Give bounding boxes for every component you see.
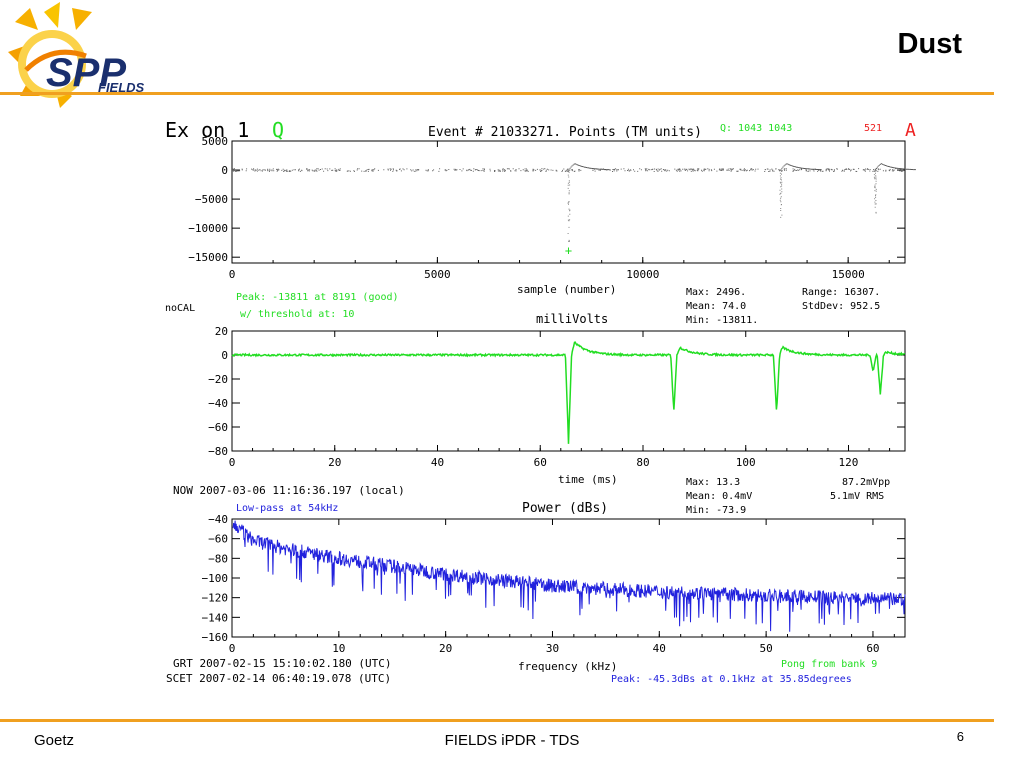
spike-recovery xyxy=(780,163,822,171)
y-tick-label: −120 xyxy=(202,592,229,605)
power-spectrum-trace xyxy=(232,520,906,632)
power-label: Power (dBs) xyxy=(522,501,608,516)
grt-label: GRT 2007-02-15 15:10:02.180 (UTC) xyxy=(173,657,392,670)
x-tick-label: 30 xyxy=(546,642,559,655)
logo-text: SPP xyxy=(46,51,126,95)
x-tick-label: 120 xyxy=(839,456,859,469)
pong-label: Pong from bank 9 xyxy=(781,659,877,670)
spike-recovery xyxy=(568,163,610,171)
plot3-xlabel: frequency (kHz) xyxy=(518,660,617,673)
y-tick-label: 5000 xyxy=(202,135,229,148)
p2-rms: 5.1mV RMS xyxy=(830,491,884,502)
footer-title: FIELDS iPDR - TDS xyxy=(444,732,580,749)
plot1-xlabel: sample (number) xyxy=(517,283,616,296)
peak-marker: + xyxy=(565,243,572,257)
page-number: 6 xyxy=(956,729,964,744)
y-tick-label: −5000 xyxy=(195,193,228,206)
p2-min: Min: -73.9 xyxy=(686,505,746,516)
y-tick-label: −40 xyxy=(208,397,228,410)
sun-burst-icon xyxy=(8,2,92,108)
nocal-label: noCAL xyxy=(165,303,195,314)
threshold-label: w/ threshold at: 10 xyxy=(240,309,354,320)
y-tick-label: −100 xyxy=(202,572,229,585)
p2-mean: Mean: 0.4mV xyxy=(686,491,752,502)
spike-samples xyxy=(779,169,783,218)
millivolts-plot: 0 20 40 60 80 100 120 20 0 −20 −40 −60 −80 xyxy=(208,325,906,469)
spp-fields-logo: SPP FIELDS xyxy=(8,2,145,108)
x-tick-label: 40 xyxy=(653,642,666,655)
y-tick-label: −140 xyxy=(202,611,229,624)
x-tick-label: 20 xyxy=(439,642,452,655)
p1-mean: Mean: 74.0 xyxy=(686,301,746,312)
p1-max: Max: 2496. xyxy=(686,287,746,298)
p2-max: Max: 13.3 xyxy=(686,477,740,488)
footer-divider xyxy=(0,719,994,722)
spike-samples xyxy=(567,169,571,242)
p1-stddev: StdDev: 952.5 xyxy=(802,301,880,312)
p1-range: Range: 16307. xyxy=(802,287,880,298)
x-tick-label: 0 xyxy=(229,268,236,281)
y-tick-label: 20 xyxy=(215,325,228,338)
y-tick-label: −80 xyxy=(208,552,228,565)
x-tick-label: 0 xyxy=(229,456,236,469)
x-tick-label: 80 xyxy=(636,456,649,469)
y-tick-label: −160 xyxy=(202,631,229,644)
plot1-frame xyxy=(231,140,906,264)
header-divider xyxy=(0,92,994,95)
y-tick-label: −40 xyxy=(208,513,228,526)
spike-recovery xyxy=(874,163,916,171)
a-label: A xyxy=(905,120,916,141)
y-tick-label: 0 xyxy=(221,349,228,362)
y-tick-label: −60 xyxy=(208,533,228,546)
footer-author: Goetz xyxy=(34,732,75,749)
logo-subtext: FIELDS xyxy=(98,80,145,95)
y-tick-label: 0 xyxy=(221,164,228,177)
x-tick-label: 100 xyxy=(736,456,756,469)
a-value: 521 xyxy=(864,123,882,134)
x-tick-label: 60 xyxy=(866,642,879,655)
q-values: Q: 1043 1043 xyxy=(720,123,792,134)
y-tick-label: −80 xyxy=(208,445,228,458)
y-tick-label: −60 xyxy=(208,421,228,434)
y-tick-label: −10000 xyxy=(188,222,228,235)
x-tick-label: 50 xyxy=(760,642,773,655)
p1-min: Min: -13811. xyxy=(686,315,758,326)
raw-samples-plot: 0 5000 10000 15000 5000 0 −5000 −10000 −15000 + xyxy=(188,135,916,281)
now-label: NOW 2007-03-06 11:16:36.197 (local) xyxy=(173,484,405,497)
lowpass-label: Low-pass at 54kHz xyxy=(236,503,338,514)
x-tick-label: 40 xyxy=(431,456,444,469)
channel-label: Ex on 1 xyxy=(165,118,249,142)
plot2-xlabel: time (ms) xyxy=(558,473,618,486)
x-tick-label: 10 xyxy=(332,642,345,655)
millivolt-trace xyxy=(231,341,906,444)
x-tick-label: 15000 xyxy=(832,268,865,281)
x-tick-label: 5000 xyxy=(424,268,451,281)
peak-power-label: Peak: -45.3dBs at 0.1kHz at 35.85degrees xyxy=(611,674,852,685)
event-label: Event # 21033271. Points (TM units) xyxy=(428,125,702,140)
q-label: Q xyxy=(272,118,284,142)
scet-label: SCET 2007-02-14 06:40:19.078 (UTC) xyxy=(166,672,391,685)
millivolts-label: milliVolts xyxy=(536,312,608,326)
slide-title: Dust xyxy=(897,28,962,60)
x-tick-label: 60 xyxy=(534,456,547,469)
spike-samples xyxy=(873,169,877,214)
y-tick-label: −20 xyxy=(208,373,228,386)
sample-dots xyxy=(232,168,904,172)
p2-vpp: 87.2mVpp xyxy=(842,477,890,488)
peak-label: Peak: -13811 at 8191 (good) xyxy=(236,292,399,303)
power-spectrum-plot: 0 10 20 30 40 50 60 −40 −60 −80 −100 −120 −140 −160 xyxy=(202,513,906,655)
plot2-frame xyxy=(231,330,906,452)
y-tick-label: −15000 xyxy=(188,251,228,264)
x-tick-label: 20 xyxy=(328,456,341,469)
x-tick-label: 10000 xyxy=(626,268,659,281)
x-tick-label: 0 xyxy=(229,642,236,655)
